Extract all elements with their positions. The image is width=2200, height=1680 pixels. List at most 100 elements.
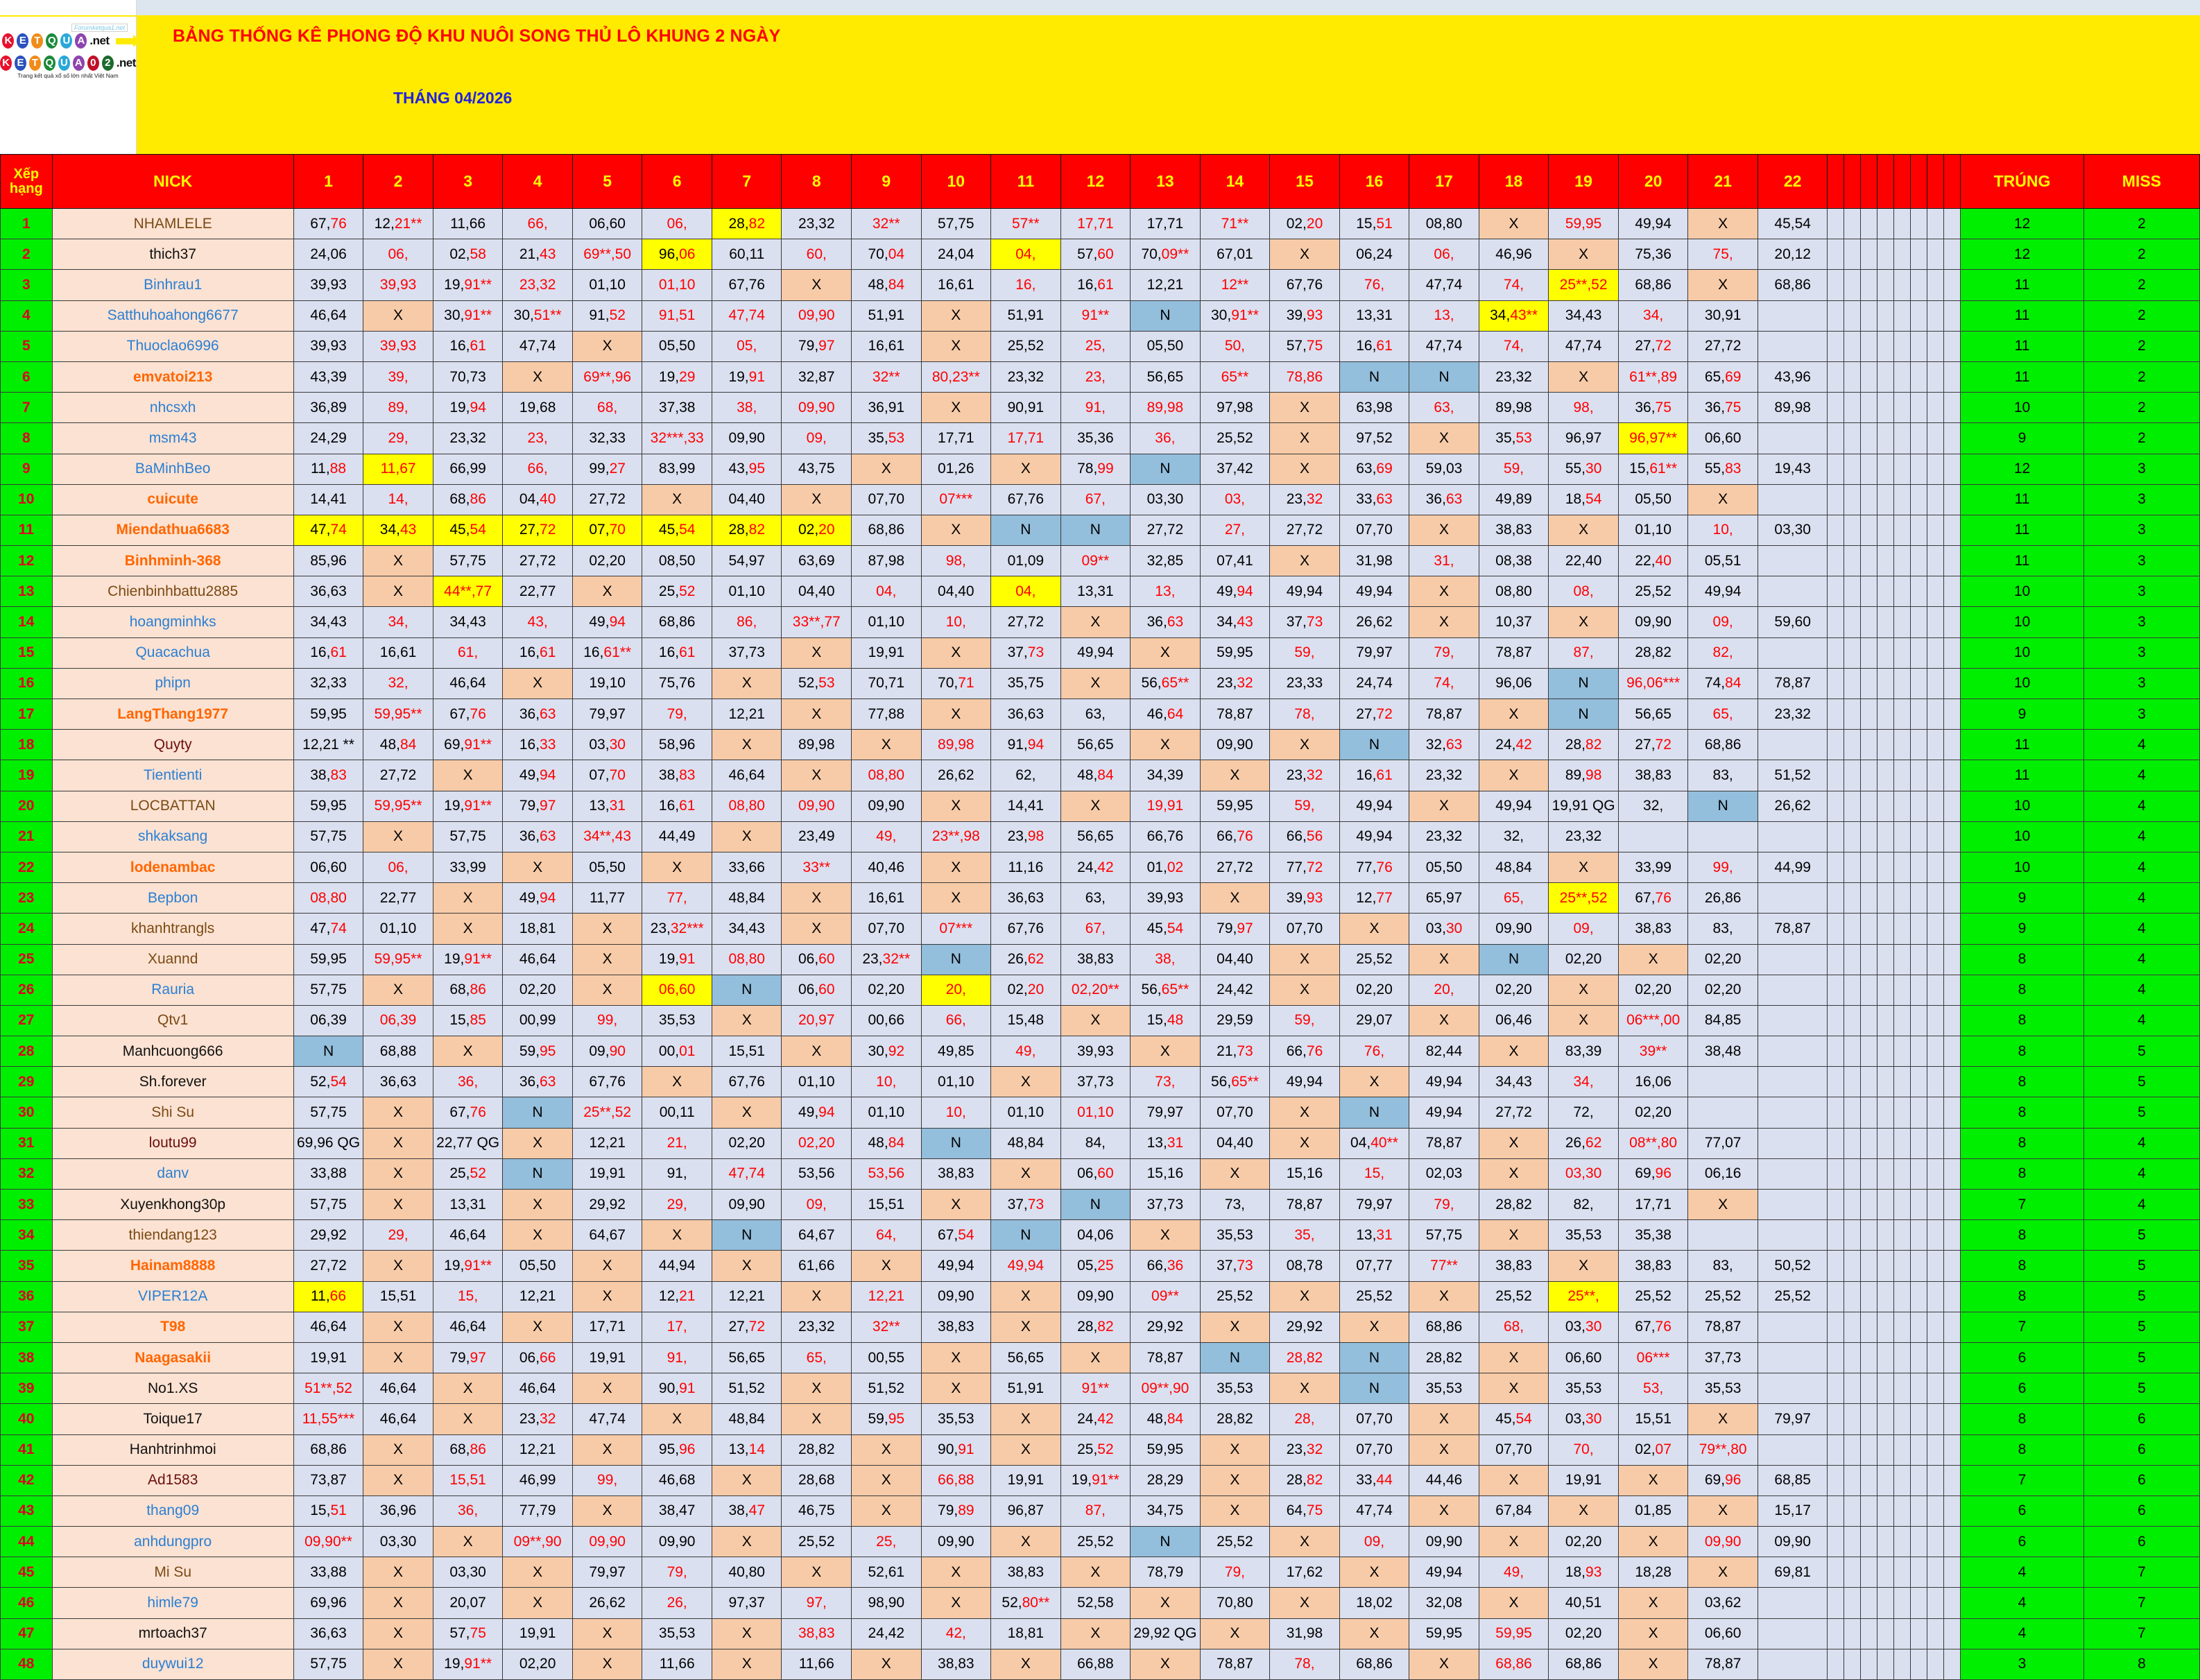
day-cell-11[interactable]: 57**	[990, 207, 1061, 240]
day-cell-17[interactable]: 31,	[1409, 545, 1479, 577]
day-cell-6[interactable]: 17,	[642, 1311, 712, 1343]
day-cell-6[interactable]: X	[642, 1403, 712, 1435]
day-cell-4[interactable]: X	[502, 1219, 573, 1251]
day-cell-15[interactable]: 59,	[1269, 790, 1340, 822]
day-cell-21[interactable]: 26,86	[1687, 882, 1758, 914]
day-cell-19[interactable]: 18,93	[1548, 1557, 1619, 1588]
day-cell-2[interactable]: 32,	[363, 667, 433, 700]
day-cell-20[interactable]: 08**,80	[1617, 1127, 1689, 1159]
day-cell-21[interactable]: 83,	[1687, 913, 1758, 945]
day-cell-20[interactable]: 61**,89	[1617, 361, 1689, 393]
day-cell-12[interactable]: 35,36	[1060, 422, 1131, 454]
day-cell-11[interactable]: X	[990, 453, 1061, 485]
day-cell-7[interactable]: X	[711, 821, 782, 852]
day-cell-17[interactable]: 28,82	[1409, 1342, 1479, 1374]
day-cell-3[interactable]: X	[432, 1403, 504, 1435]
day-cell-10[interactable]: 09,90	[920, 1280, 992, 1312]
day-cell-17[interactable]: 79,	[1409, 1188, 1479, 1221]
day-cell-19[interactable]: 25**,52	[1548, 882, 1619, 914]
day-cell-1[interactable]: 57,75	[293, 1097, 364, 1129]
day-cell-14[interactable]: 28,82	[1199, 1403, 1271, 1435]
day-cell-2[interactable]: 15,51	[363, 1280, 433, 1312]
day-cell-8[interactable]: X	[781, 1403, 852, 1435]
day-cell-6[interactable]: 68,86	[642, 606, 712, 638]
day-cell-12[interactable]: 84,	[1060, 1127, 1131, 1159]
day-cell-8[interactable]: 09,90	[781, 790, 852, 822]
day-cell-6[interactable]: 77,	[642, 882, 712, 914]
day-cell-10[interactable]: 01,26	[920, 453, 992, 485]
day-cell-20[interactable]: 06***	[1617, 1342, 1689, 1374]
day-cell-16[interactable]: 06,24	[1339, 239, 1410, 271]
day-cell-16[interactable]: N	[1339, 361, 1410, 393]
day-cell-8[interactable]: 02,20	[781, 1127, 852, 1159]
day-cell-7[interactable]: 97,37	[711, 1587, 782, 1619]
day-cell-17[interactable]: X	[1409, 943, 1479, 975]
day-cell-14[interactable]: 35,53	[1199, 1219, 1271, 1251]
day-cell-9[interactable]: 24,42	[851, 1618, 922, 1649]
day-cell-1[interactable]: 33,88	[293, 1158, 364, 1190]
day-cell-5[interactable]: 64,67	[572, 1219, 643, 1251]
day-cell-19[interactable]: 25**,	[1548, 1280, 1619, 1312]
nick-cell[interactable]: nhcsxh	[51, 392, 294, 424]
day-cell-12[interactable]: 13,31	[1060, 576, 1131, 608]
day-cell-22[interactable]	[1757, 729, 1828, 761]
day-cell-16[interactable]: X	[1339, 1557, 1410, 1588]
day-cell-1[interactable]: 47,74	[293, 913, 364, 945]
day-cell-14[interactable]: 12**	[1199, 269, 1271, 301]
day-cell-4[interactable]: 36,63	[502, 1066, 573, 1098]
day-cell-12[interactable]: 19,91**	[1060, 1464, 1131, 1496]
day-cell-12[interactable]: N	[1060, 514, 1131, 547]
day-cell-8[interactable]: 46,75	[781, 1495, 852, 1527]
day-cell-8[interactable]: 04,40	[781, 576, 852, 608]
day-cell-7[interactable]: 09,90	[711, 1188, 782, 1221]
day-cell-6[interactable]: 09,90	[642, 1526, 712, 1558]
day-cell-9[interactable]: 32**	[851, 361, 922, 393]
table-row[interactable]: 46 himle79 69,96 X 20,07 X 26,62 26, 97,37 97, 98,…	[0, 1587, 2200, 1619]
day-cell-11[interactable]: 38,83	[990, 1557, 1061, 1588]
day-cell-20[interactable]: 38,83	[1617, 913, 1689, 945]
day-cell-1[interactable]: 08,80	[293, 882, 364, 914]
day-cell-13[interactable]: 34,75	[1130, 1495, 1201, 1527]
day-cell-10[interactable]: 80,23**	[920, 361, 992, 393]
day-cell-22[interactable]: 26,62	[1757, 790, 1828, 822]
day-cell-21[interactable]: 55,83	[1687, 453, 1758, 485]
day-cell-1[interactable]: 59,95	[293, 790, 364, 822]
day-cell-3[interactable]: 45,54	[432, 514, 504, 547]
day-cell-16[interactable]: X	[1339, 1311, 1410, 1343]
day-cell-14[interactable]: 25,52	[1199, 1526, 1271, 1558]
table-row[interactable]: 4 Satthuhoahong6677 46,64 X 30,91** 30,51** 91…	[0, 300, 2200, 332]
day-cell-20[interactable]: 38,83	[1617, 1250, 1689, 1282]
day-cell-15[interactable]: X	[1269, 1280, 1340, 1312]
day-cell-20[interactable]: 75,36	[1617, 239, 1689, 271]
day-cell-14[interactable]: X	[1199, 1618, 1271, 1649]
day-cell-12[interactable]: 09**	[1060, 545, 1131, 577]
day-cell-18[interactable]: 68,	[1478, 1311, 1549, 1343]
day-cell-16[interactable]: 16,61	[1339, 330, 1410, 362]
day-cell-18[interactable]: 65,	[1478, 882, 1549, 914]
day-cell-4[interactable]: 00,99	[502, 1004, 573, 1037]
day-cell-2[interactable]: 12,21**	[363, 207, 433, 240]
day-cell-16[interactable]: 04,40**	[1339, 1127, 1410, 1159]
day-cell-10[interactable]: 01,10	[920, 1066, 992, 1098]
day-cell-17[interactable]: X	[1409, 1004, 1479, 1037]
day-cell-14[interactable]: 35,53	[1199, 1373, 1271, 1405]
day-cell-17[interactable]: 77**	[1409, 1250, 1479, 1282]
day-cell-3[interactable]: X	[432, 1036, 504, 1068]
nick-cell[interactable]: Xuyenkhong30p	[51, 1188, 294, 1221]
day-cell-15[interactable]: 49,94	[1269, 1066, 1340, 1098]
day-cell-8[interactable]: X	[781, 483, 852, 515]
table-row[interactable]: 18 Quyty 12,21 ** 48,84 69,91** 16,33 03,30 58,…	[0, 729, 2200, 761]
day-cell-18[interactable]: 59,95	[1478, 1618, 1549, 1649]
day-cell-4[interactable]: 36,63	[502, 821, 573, 852]
day-cell-1[interactable]: 51**,52	[293, 1373, 364, 1405]
table-row[interactable]: 45 Mi Su 33,88 X 03,30 X 79,97 79, 40,80 X 52,61 X 3…	[0, 1557, 2200, 1588]
day-cell-12[interactable]: 48,84	[1060, 760, 1131, 791]
day-cell-16[interactable]: 33,63	[1339, 483, 1410, 515]
day-cell-16[interactable]: 76,	[1339, 269, 1410, 301]
day-cell-21[interactable]: X	[1687, 1188, 1758, 1221]
day-cell-14[interactable]: 70,80	[1199, 1587, 1271, 1619]
day-cell-3[interactable]: 69,91**	[432, 729, 504, 761]
day-cell-3[interactable]: 19,91**	[432, 269, 504, 301]
nick-cell[interactable]: loutu99	[51, 1127, 294, 1159]
day-cell-21[interactable]: 65,69	[1687, 361, 1758, 393]
